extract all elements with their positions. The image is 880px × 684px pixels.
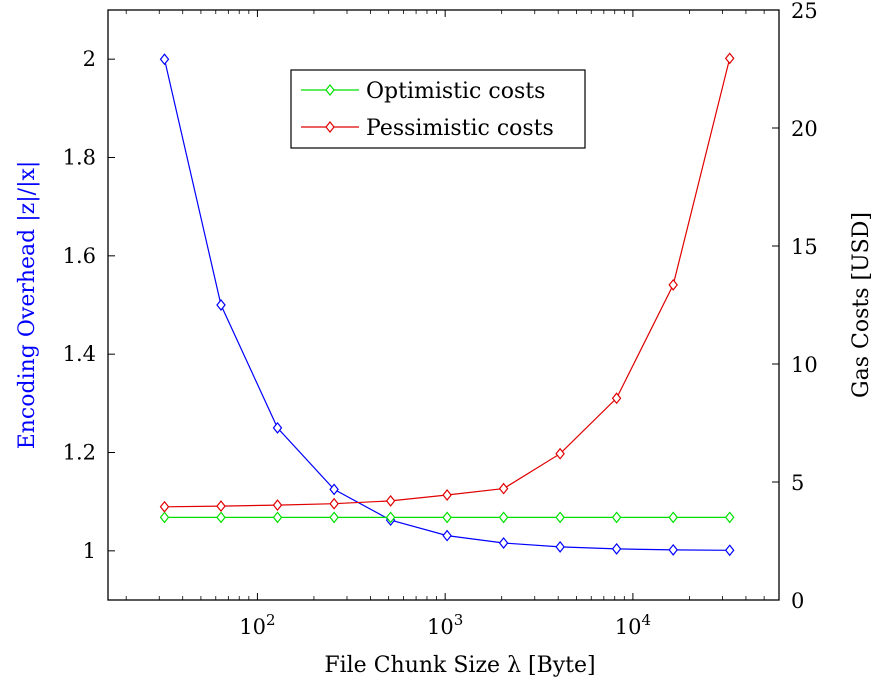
legend-entry-optimistic: Optimistic costs bbox=[301, 79, 545, 104]
data-point-pessimistic-costs bbox=[724, 52, 735, 65]
legend-box bbox=[290, 69, 586, 149]
data-point-pessimistic-costs bbox=[385, 494, 396, 507]
x-axis-label: File Chunk Size λ [Byte] bbox=[324, 653, 595, 678]
data-point-optimistic-costs bbox=[329, 511, 339, 524]
data-point-encoding-overhead bbox=[611, 542, 622, 555]
legend-marker-optimistic bbox=[325, 84, 335, 96]
right-y-tick-label: 0 bbox=[791, 589, 804, 613]
left-y-axis-label-text: Encoding Overhead |z|/|x| bbox=[15, 161, 40, 450]
series-layer bbox=[159, 52, 735, 557]
x-tick-label-exponent: 2 bbox=[266, 611, 276, 629]
x-tick-label: 102 bbox=[239, 611, 275, 639]
data-point-encoding-overhead bbox=[668, 543, 678, 556]
data-point-encoding-overhead bbox=[724, 544, 735, 557]
data-point-encoding-overhead bbox=[329, 483, 339, 496]
x-axis-label-text: File Chunk Size λ [Byte] bbox=[324, 653, 595, 678]
data-point-pessimistic-costs bbox=[611, 392, 622, 405]
x-tick-label-exponent: 3 bbox=[454, 611, 464, 629]
left-y-tick-label: 1.4 bbox=[63, 342, 96, 366]
right-y-axis-label-text: Gas Costs [USD] bbox=[849, 212, 874, 398]
x-tick-label: 104 bbox=[615, 611, 651, 639]
data-point-pessimistic-costs bbox=[668, 278, 678, 291]
data-point-pessimistic-costs bbox=[272, 499, 283, 512]
data-point-optimistic-costs bbox=[611, 511, 622, 524]
data-point-optimistic-costs bbox=[385, 511, 396, 524]
left-y-tick-label: 1 bbox=[83, 539, 96, 563]
legend-marker-pessimistic bbox=[325, 121, 335, 133]
data-point-pessimistic-costs bbox=[498, 482, 509, 495]
data-point-encoding-overhead bbox=[216, 299, 226, 311]
x-tick-label-base: 10 bbox=[615, 615, 642, 639]
right-y-tick-label: 5 bbox=[791, 471, 804, 495]
right-y-tick-label: 10 bbox=[791, 353, 818, 377]
data-point-encoding-overhead bbox=[442, 529, 452, 542]
data-point-pessimistic-costs bbox=[159, 500, 170, 513]
right-y-axis-label: Gas Costs [USD] bbox=[849, 212, 874, 398]
x-tick-label-base: 10 bbox=[427, 615, 454, 639]
data-point-optimistic-costs bbox=[668, 511, 678, 524]
data-point-encoding-overhead bbox=[159, 53, 170, 66]
data-point-encoding-overhead bbox=[555, 540, 565, 553]
data-point-optimistic-costs bbox=[724, 511, 735, 524]
left-y-axis-label: Encoding Overhead |z|/|x| bbox=[15, 161, 40, 450]
axis-ticks bbox=[108, 9, 780, 601]
legend-label-pessimistic: Pessimistic costs bbox=[366, 116, 554, 141]
data-point-encoding-overhead bbox=[498, 537, 509, 549]
data-point-optimistic-costs bbox=[272, 511, 283, 524]
data-point-pessimistic-costs bbox=[329, 497, 339, 510]
x-tick-label: 103 bbox=[427, 611, 463, 639]
data-point-optimistic-costs bbox=[442, 511, 452, 524]
data-point-optimistic-costs bbox=[555, 511, 565, 524]
x-tick-label-exponent: 4 bbox=[642, 611, 652, 629]
left-y-tick-label: 1.2 bbox=[63, 441, 96, 465]
data-point-pessimistic-costs bbox=[216, 500, 226, 513]
data-point-optimistic-costs bbox=[216, 511, 226, 524]
data-point-optimistic-costs bbox=[498, 511, 509, 524]
left-y-tick-label: 1.6 bbox=[63, 244, 96, 268]
data-point-optimistic-costs bbox=[159, 511, 170, 524]
legend: Optimistic costs Pessimistic costs bbox=[290, 69, 586, 149]
right-y-tick-label: 15 bbox=[791, 235, 818, 259]
legend-label-optimistic: Optimistic costs bbox=[366, 79, 545, 104]
plot-area bbox=[107, 9, 780, 601]
legend-entry-pessimistic: Pessimistic costs bbox=[301, 116, 554, 141]
left-y-tick-label: 1.8 bbox=[63, 146, 96, 170]
right-y-tick-label: 20 bbox=[791, 117, 818, 141]
data-point-encoding-overhead bbox=[272, 421, 283, 434]
left-y-tick-label: 2 bbox=[83, 47, 96, 71]
right-y-tick-label: 25 bbox=[791, 0, 818, 23]
data-point-pessimistic-costs bbox=[442, 489, 452, 501]
x-tick-label-base: 10 bbox=[239, 615, 266, 639]
data-point-pessimistic-costs bbox=[555, 447, 565, 460]
plot-frame bbox=[107, 9, 780, 601]
